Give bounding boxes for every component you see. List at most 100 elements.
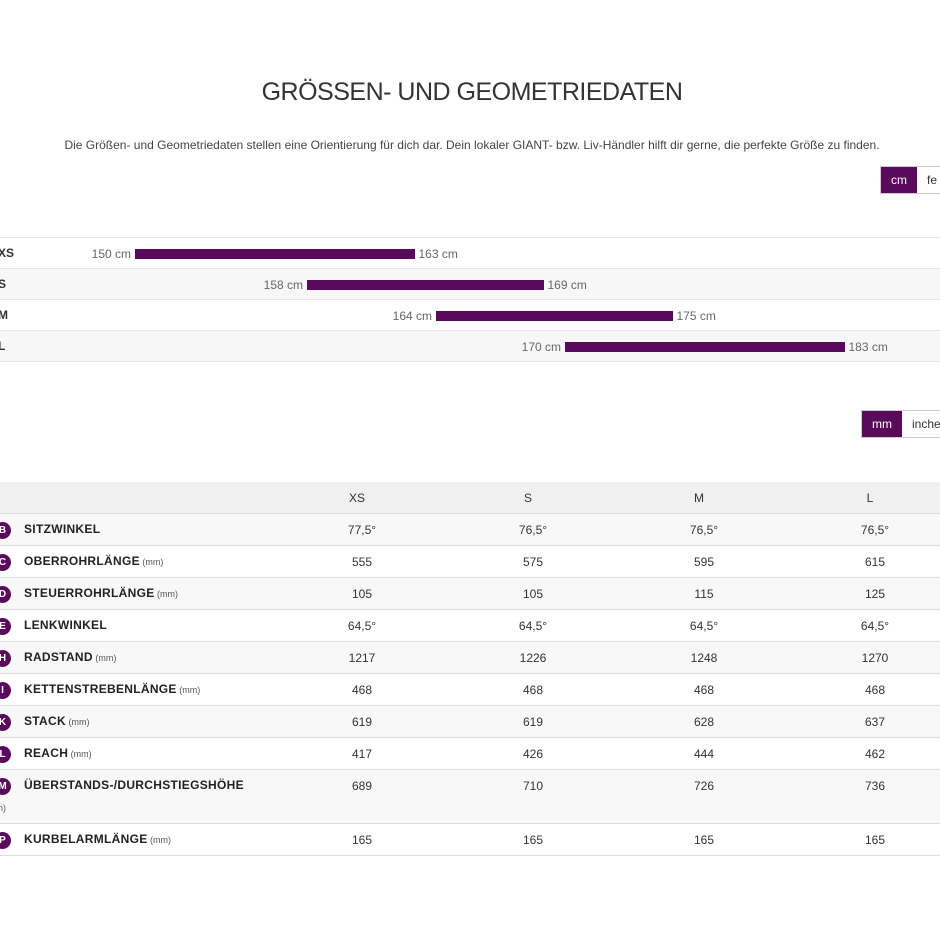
size-column-header: XS bbox=[348, 491, 365, 505]
measurement-name: OBERROHRLÄNGE (mm) bbox=[24, 554, 164, 568]
geometry-value-cell: 165 bbox=[522, 833, 544, 847]
measurement-unit-wrapped: n) bbox=[0, 803, 7, 813]
size-range-row: S 158 cm 169 cm bbox=[0, 268, 940, 299]
measurement-unit: (mm) bbox=[68, 749, 92, 759]
measurement-unit: (mm) bbox=[92, 653, 117, 663]
range-min-label: 170 cm bbox=[521, 340, 561, 354]
geometry-row: M ÜBERSTANDS-/DURCHSTIEGSHÖHE n) 689 710 726 7… bbox=[0, 770, 940, 824]
geometry-value-cell: 619 bbox=[522, 715, 544, 729]
geometry-value-cell: 76,5° bbox=[689, 523, 719, 537]
measurement-badge-icon: H bbox=[0, 650, 11, 667]
geometry-value-cell: 468 bbox=[864, 683, 886, 697]
geometry-value-cell: 64,5° bbox=[347, 619, 377, 633]
geometry-value-cell: 77,5° bbox=[347, 523, 377, 537]
size-range-row: M 164 cm 175 cm bbox=[0, 299, 940, 330]
range-bar bbox=[307, 280, 544, 290]
geometry-row: K STACK (mm) 619 619 628 637 bbox=[0, 706, 940, 738]
geometry-value-cell: 165 bbox=[693, 833, 715, 847]
measurement-name: RADSTAND (mm) bbox=[24, 650, 117, 664]
geometry-value-cell: 468 bbox=[351, 683, 373, 697]
measurement-name: KURBELARMLÄNGE (mm) bbox=[24, 832, 172, 846]
unit-inches-button[interactable]: inche bbox=[902, 411, 940, 437]
unit-cm-button[interactable]: cm bbox=[881, 167, 917, 193]
range-max-label: 175 cm bbox=[676, 309, 716, 323]
geometry-value-cell: 689 bbox=[351, 779, 373, 793]
range-max-label: 169 cm bbox=[547, 278, 587, 292]
measurement-unit: (mm) bbox=[176, 685, 201, 695]
geometry-row: I KETTENSTREBENLÄNGE (mm) 468 468 468 468 bbox=[0, 674, 940, 706]
geometry-value-cell: 76,5° bbox=[518, 523, 548, 537]
geometry-header-row: XS S M L bbox=[0, 482, 940, 514]
size-label: S bbox=[0, 277, 7, 291]
range-bar bbox=[565, 342, 845, 352]
geometry-value-cell: 417 bbox=[351, 747, 373, 761]
measurement-badge-icon: E bbox=[0, 618, 11, 635]
measurement-name: SITZWINKEL bbox=[24, 522, 101, 536]
geometry-value-cell: 426 bbox=[522, 747, 544, 761]
geometry-value-cell: 444 bbox=[693, 747, 715, 761]
geometry-row: C OBERROHRLÄNGE (mm) 555 575 595 615 bbox=[0, 546, 940, 578]
geometry-value-cell: 1226 bbox=[519, 651, 547, 665]
size-column-header: L bbox=[866, 491, 874, 505]
geometry-value-cell: 619 bbox=[351, 715, 373, 729]
geometry-value-cell: 555 bbox=[351, 555, 373, 569]
page-title: GRÖSSEN- UND GEOMETRIEDATEN bbox=[261, 78, 683, 106]
geometry-row: H RADSTAND (mm) 1217 1226 1248 1270 bbox=[0, 642, 940, 674]
geometry-value-cell: 165 bbox=[864, 833, 886, 847]
geometry-value-cell: 1248 bbox=[690, 651, 718, 665]
geometry-value-cell: 468 bbox=[522, 683, 544, 697]
geometry-row: D STEUERROHRLÄNGE (mm) 105 105 115 125 bbox=[0, 578, 940, 610]
size-label: XS bbox=[0, 246, 15, 260]
geometry-value-cell: 615 bbox=[864, 555, 886, 569]
geometry-value-cell: 76,5° bbox=[860, 523, 890, 537]
geometry-value-cell: 1217 bbox=[348, 651, 376, 665]
geometry-value-cell: 165 bbox=[351, 833, 373, 847]
unit-mm-button[interactable]: mm bbox=[862, 411, 902, 437]
range-max-label: 163 cm bbox=[418, 247, 458, 261]
geometry-value-cell: 595 bbox=[693, 555, 715, 569]
measurement-badge-icon: M bbox=[0, 778, 11, 795]
geometry-row: E LENKWINKEL 64,5° 64,5° 64,5° 64,5° bbox=[0, 610, 940, 642]
measurement-badge-icon: I bbox=[0, 682, 11, 699]
measurement-name: ÜBERSTANDS-/DURCHSTIEGSHÖHE bbox=[24, 778, 244, 792]
geometry-value-cell: 64,5° bbox=[689, 619, 719, 633]
geometry-row: L REACH (mm) 417 426 444 462 bbox=[0, 738, 940, 770]
measurement-badge-icon: K bbox=[0, 714, 11, 731]
geometry-value-cell: 105 bbox=[522, 587, 544, 601]
size-column-header: S bbox=[523, 491, 532, 505]
range-min-label: 158 cm bbox=[263, 278, 303, 292]
measurement-badge-icon: C bbox=[0, 554, 11, 571]
geometry-value-cell: 736 bbox=[864, 779, 886, 793]
size-range-row: XS 150 cm 163 cm bbox=[0, 237, 940, 268]
geometry-value-cell: 726 bbox=[693, 779, 715, 793]
measurement-unit: (mm) bbox=[65, 717, 90, 727]
range-bar bbox=[436, 311, 673, 321]
measurement-name: LENKWINKEL bbox=[24, 618, 107, 632]
measurement-name: REACH (mm) bbox=[24, 746, 92, 760]
geometry-unit-toggle[interactable]: mm inche bbox=[861, 410, 940, 438]
measurement-unit: (mm) bbox=[154, 589, 179, 599]
geometry-value-cell: 115 bbox=[694, 587, 714, 601]
geometry-value-cell: 575 bbox=[522, 555, 544, 569]
size-label: M bbox=[0, 308, 8, 322]
geometry-row: B SITZWINKEL 77,5° 76,5° 76,5° 76,5° bbox=[0, 514, 940, 546]
measurement-badge-icon: P bbox=[0, 832, 11, 849]
size-range-chart: XS 150 cm 163 cm S 158 cm 169 cm M 164 cm 175 cm… bbox=[0, 237, 940, 362]
measurement-unit: (mm) bbox=[139, 557, 164, 567]
size-label: L bbox=[0, 339, 6, 353]
geometry-row: P KURBELARMLÄNGE (mm) 165 165 165 165 bbox=[0, 824, 940, 856]
size-range-row: L 170 cm 183 cm bbox=[0, 330, 940, 362]
geometry-value-cell: 1270 bbox=[861, 651, 889, 665]
geometry-value-cell: 64,5° bbox=[860, 619, 890, 633]
geometry-value-cell: 628 bbox=[693, 715, 715, 729]
range-min-label: 164 cm bbox=[392, 309, 432, 323]
geometry-value-cell: 462 bbox=[864, 747, 886, 761]
measurement-badge-icon: L bbox=[0, 746, 11, 763]
measurement-unit: (mm) bbox=[147, 835, 172, 845]
measurement-name: STEUERROHRLÄNGE (mm) bbox=[24, 586, 179, 600]
geometry-value-cell: 64,5° bbox=[518, 619, 548, 633]
unit-feet-button[interactable]: fe bbox=[917, 167, 940, 193]
height-unit-toggle[interactable]: cm fe bbox=[880, 166, 940, 194]
measurement-badge-icon: B bbox=[0, 522, 11, 539]
geometry-value-cell: 105 bbox=[351, 587, 373, 601]
